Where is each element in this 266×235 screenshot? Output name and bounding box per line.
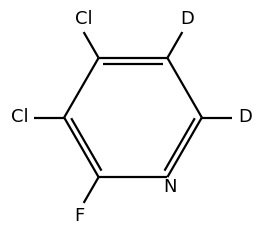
- Text: Cl: Cl: [11, 109, 28, 126]
- Text: F: F: [74, 207, 84, 225]
- Text: D: D: [180, 10, 194, 28]
- Text: Cl: Cl: [75, 10, 93, 28]
- Text: N: N: [163, 178, 176, 196]
- Text: D: D: [239, 109, 252, 126]
